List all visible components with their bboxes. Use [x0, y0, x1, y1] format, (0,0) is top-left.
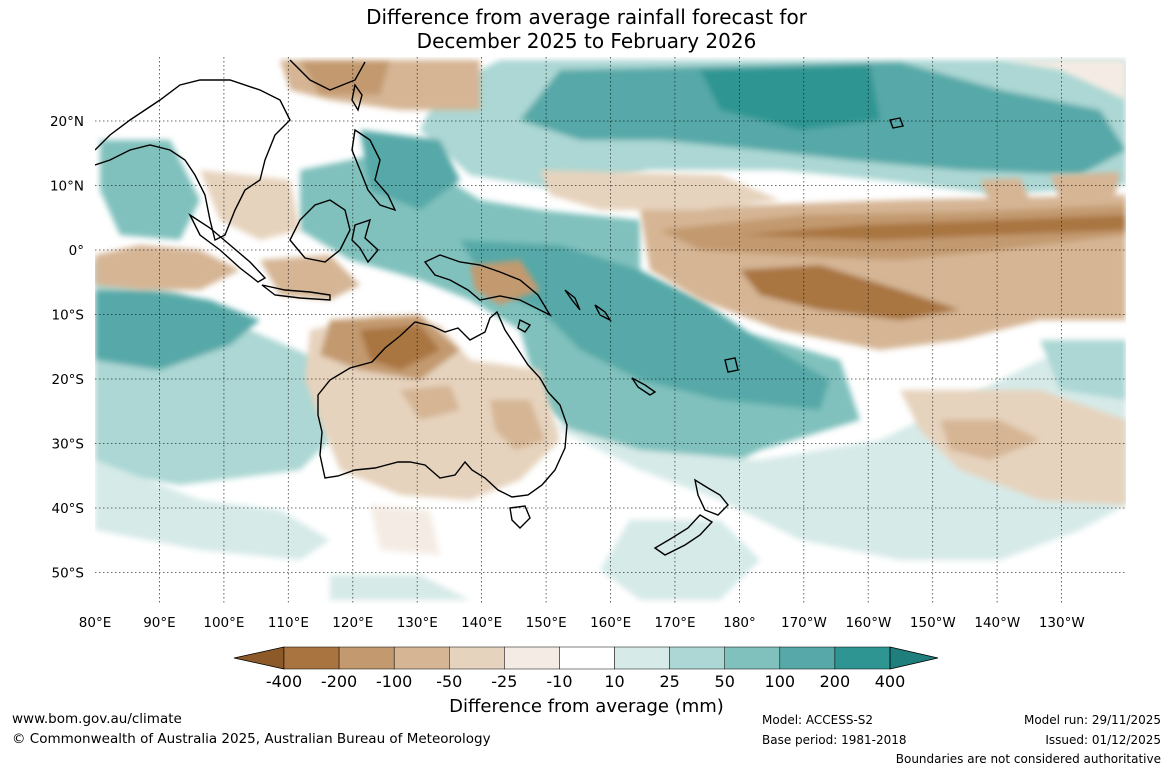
colorbar-swatch	[559, 646, 615, 670]
latitude-label: 30°S	[52, 437, 85, 453]
colorbar-extend-low	[233, 646, 285, 670]
longitude-labels: 80°E 90°E 100°E 110°E 120°E 130°E 140°E 150°E 16…	[79, 615, 1085, 631]
colorbar-extend-high	[889, 646, 939, 670]
latitude-label: 20°N	[50, 114, 84, 130]
colorbar-tick-label: -100	[376, 672, 412, 691]
colorbar-swatch	[283, 646, 340, 670]
colorbar-tick-label: -10	[546, 672, 572, 691]
colorbar-tick-labels: -400 -200 -100 -50 -25 -10 10 25 50 100 200 400	[266, 672, 905, 691]
colorbar-swatch	[724, 646, 781, 670]
colorbar-tick-label: 400	[875, 672, 906, 691]
colorbar-swatch	[393, 646, 450, 670]
copyright-text: © Commonwealth of Australia 2025, Austra…	[12, 731, 491, 747]
model-run-date: Model run: 29/11/2025	[1023, 713, 1161, 727]
colorbar-swatch	[338, 646, 395, 670]
longitude-label: 130°E	[397, 615, 438, 631]
longitude-label: 140°W	[974, 615, 1020, 631]
latitude-label: 20°S	[52, 372, 85, 388]
longitude-label: 100°E	[203, 615, 244, 631]
latitude-label: 10°N	[50, 179, 84, 195]
latitude-labels: 20°N 10°N 0° 10°S 20°S 30°S 40°S 50°S	[50, 114, 84, 582]
colorbar	[233, 646, 939, 670]
longitude-label: 160°W	[845, 615, 891, 631]
colorbar-swatch	[669, 646, 725, 670]
colorbar-swatch	[504, 646, 560, 670]
colorbar-tick-label: 200	[820, 672, 851, 691]
colorbar-swatch	[449, 646, 505, 670]
graticule	[95, 57, 1126, 605]
issued-date: Issued: 01/12/2025	[1045, 733, 1161, 747]
latitude-label: 40°S	[52, 501, 85, 517]
colorbar-tick-label: -200	[321, 672, 357, 691]
colorbar-title: Difference from average (mm)	[449, 696, 724, 717]
colorbar-tick-label: 10	[604, 672, 624, 691]
latitude-label: 10°S	[52, 308, 85, 324]
rainfall-anomaly-field	[95, 57, 1126, 605]
colorbar-tick-label: 50	[715, 672, 735, 691]
longitude-label: 170°W	[781, 615, 827, 631]
coastlines	[95, 59, 904, 556]
longitude-label: 90°E	[143, 615, 175, 631]
map-title-line-1: Difference from average rainfall forecas…	[366, 5, 807, 29]
model-name: Model: ACCESS-S2	[762, 713, 874, 727]
colorbar-tick-label: 100	[765, 672, 796, 691]
longitude-label: 160°E	[590, 615, 631, 631]
longitude-label: 120°E	[332, 615, 373, 631]
longitude-label: 130°W	[1039, 615, 1085, 631]
base-period: Base period: 1981-2018	[762, 733, 907, 747]
colorbar-tick-label: -50	[436, 672, 462, 691]
map-title-line-2: December 2025 to February 2026	[416, 29, 757, 53]
longitude-label: 150°W	[910, 615, 956, 631]
longitude-label: 150°E	[526, 615, 567, 631]
longitude-label: 80°E	[79, 615, 111, 631]
longitude-label: 180°	[723, 615, 756, 631]
colorbar-swatch	[779, 646, 836, 670]
colorbar-tick-label: -400	[266, 672, 302, 691]
colorbar-swatch	[834, 646, 891, 670]
website-link[interactable]: www.bom.gov.au/climate	[12, 711, 182, 727]
latitude-label: 0°	[69, 243, 84, 259]
longitude-label: 140°E	[461, 615, 502, 631]
latitude-label: 50°S	[52, 566, 85, 582]
longitude-label: 170°E	[655, 615, 696, 631]
boundaries-disclaimer: Boundaries are not considered authoritat…	[895, 752, 1161, 766]
longitude-label: 110°E	[268, 615, 309, 631]
colorbar-tick-label: 25	[659, 672, 679, 691]
colorbar-tick-label: -25	[491, 672, 517, 691]
colorbar-swatch	[614, 646, 670, 670]
